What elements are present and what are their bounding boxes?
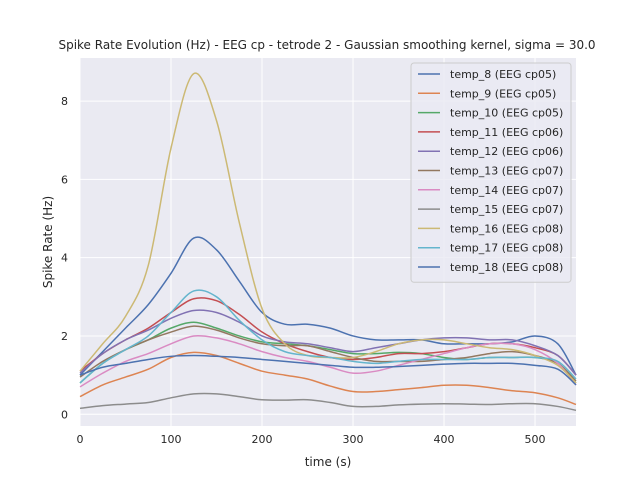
series-line-10 [79, 289, 577, 384]
chart-title: Spike Rate Evolution (Hz) - EEG cp - tet… [58, 38, 595, 52]
legend-entry: temp_8 (EEG cp05) [450, 68, 556, 81]
x-tick-label: 500 [525, 433, 546, 446]
legend-entry: temp_11 (EEG cp06) [450, 126, 563, 139]
series-line-5 [79, 309, 577, 376]
y-tick-label: 8 [61, 95, 68, 108]
y-tick-label: 0 [61, 408, 68, 421]
legend-entry: temp_14 (EEG cp07) [450, 184, 563, 197]
x-tick-label: 0 [77, 433, 84, 446]
series-line-8 [79, 392, 577, 412]
legend-entry: temp_15 (EEG cp07) [450, 203, 563, 216]
y-axis-label: Spike Rate (Hz) [41, 196, 55, 288]
y-tick-label: 6 [61, 173, 68, 186]
legend-box [410, 62, 572, 283]
x-tick-label: 300 [343, 433, 364, 446]
legend-entry: temp_9 (EEG cp05) [450, 87, 556, 100]
x-tick-label: 100 [161, 433, 182, 446]
legend-entry: temp_13 (EEG cp07) [450, 165, 563, 178]
legend-entry: temp_17 (EEG cp08) [450, 242, 563, 255]
series-line-11 [79, 354, 577, 386]
y-tick-label: 2 [61, 330, 68, 343]
series-lines [79, 72, 577, 412]
series-line-6 [79, 325, 577, 382]
x-tick-label: 200 [252, 433, 273, 446]
legend-entry: temp_12 (EEG cp06) [450, 145, 563, 158]
legend: temp_8 (EEG cp05) temp_9 (EEG cp05) temp_1… [410, 62, 572, 283]
x-axis-label: time (s) [305, 455, 352, 469]
y-tick-label: 4 [61, 252, 68, 265]
series-line-7 [79, 334, 577, 388]
series-line-2 [79, 351, 577, 406]
legend-entry: temp_10 (EEG cp05) [450, 107, 563, 120]
x-ticks: 0 100 200 300 400 500 [77, 433, 546, 446]
legend-entry: temp_16 (EEG cp08) [450, 222, 563, 235]
legend-entry: temp_18 (EEG cp08) [450, 261, 563, 274]
x-tick-label: 400 [434, 433, 455, 446]
y-ticks: 0 2 4 6 8 [61, 95, 68, 421]
